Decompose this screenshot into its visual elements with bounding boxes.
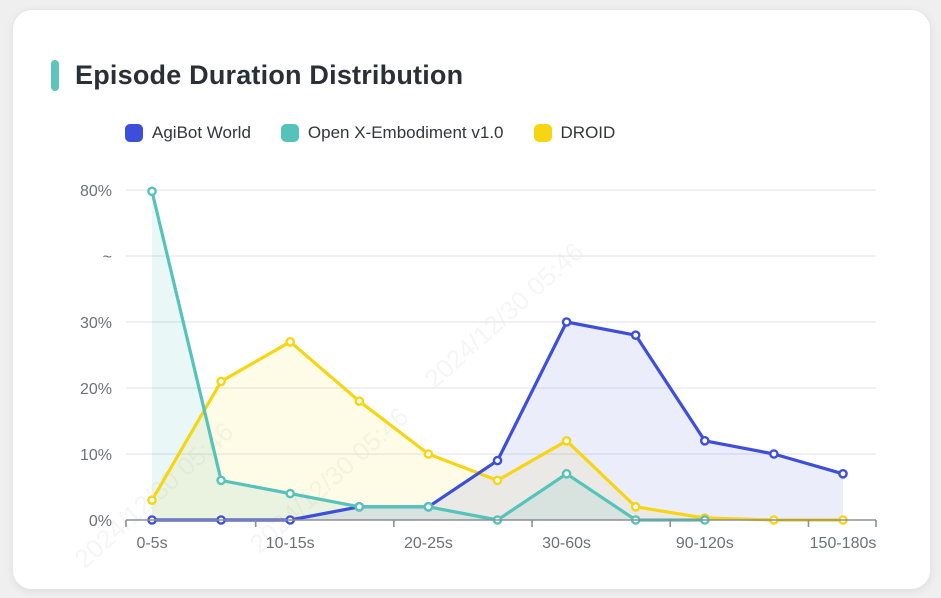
data-point [561,435,572,446]
data-point [147,495,157,506]
y-axis-label: 30% [80,315,112,332]
title-row: Episode Duration Distribution [51,60,463,91]
data-point [492,475,503,486]
y-axis-label: ~ [103,249,112,266]
legend-swatch [125,124,143,142]
data-point [147,186,157,197]
data-point [216,376,226,387]
data-point [285,488,296,499]
legend-swatch [533,124,552,142]
data-point [630,330,641,341]
legend-label: Open X-Embodiment v1.0 [307,123,504,142]
data-point [423,501,434,512]
y-axis-label: 20% [80,381,112,398]
legend-label: AgiBot World [152,123,251,142]
x-axis-label: 0-5s [136,535,167,552]
data-point [216,475,226,486]
legend-item-open-x-embodiment-v1-0[interactable]: Open X-Embodiment v1.0 [280,123,504,143]
x-axis-label: 90-120s [676,535,734,552]
data-point [700,435,710,446]
data-point [423,449,434,459]
x-axis-label: 150-180s [810,535,877,552]
legend-label: DROID [560,123,616,142]
legend-item-agibot-world[interactable]: AgiBot World [125,123,251,143]
data-point [769,449,779,459]
x-axis-label: 10-15s [266,535,315,552]
data-point [561,468,572,479]
x-axis-label: 20-25s [404,535,453,552]
area-fill-1 [152,191,705,520]
data-point [838,468,848,479]
data-point [354,501,365,512]
legend-item-droid[interactable]: DROID [533,123,616,143]
chart-card: Episode Duration Distribution AgiBot Wor… [12,9,931,590]
data-point [561,317,572,327]
chart-title: Episode Duration Distribution [75,60,464,90]
area-fill-0 [152,322,843,520]
legend-swatch [280,124,299,142]
x-axis-label: 30-60s [542,535,591,552]
area-fill-2 [152,341,843,520]
data-point [492,455,503,466]
data-point [285,336,296,347]
title-accent-bar [51,60,59,91]
data-point [354,396,365,407]
data-point [630,501,641,512]
chart-legend: AgiBot World Open X-Embodiment v1.0 DROID [125,123,615,143]
y-axis-label: 80% [80,183,112,200]
y-axis-label: 0% [89,513,112,530]
y-axis-label: 10% [80,447,112,464]
